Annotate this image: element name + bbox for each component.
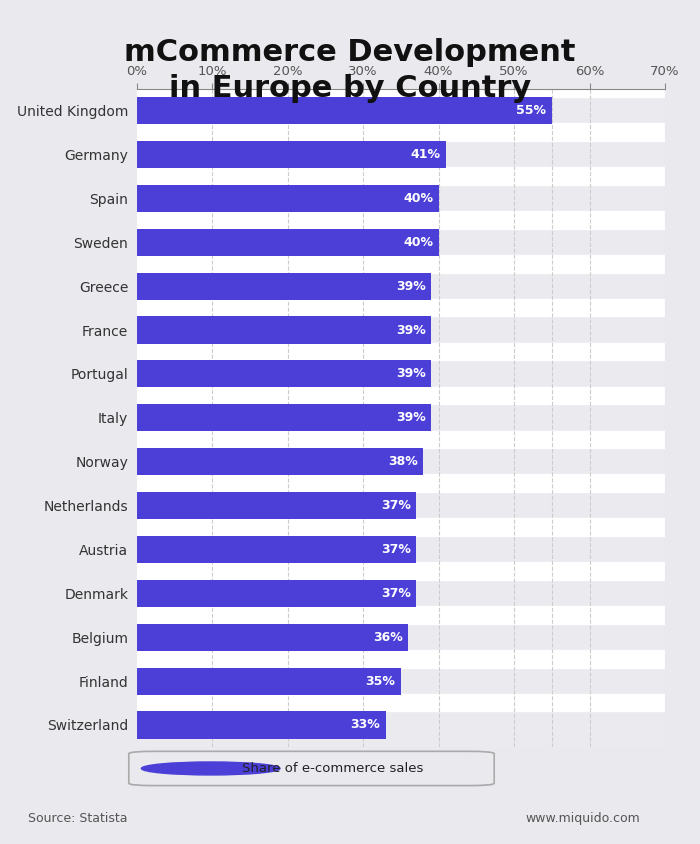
Text: 39%: 39% [396,279,426,293]
Text: 39%: 39% [396,411,426,425]
Bar [136,273,431,300]
Bar [136,141,446,168]
Bar [136,185,438,212]
Bar [136,518,665,536]
Text: www.miquido.com: www.miquido.com [525,813,640,825]
Text: 39%: 39% [396,367,426,381]
Bar [136,711,386,738]
Text: 37%: 37% [381,587,411,600]
Bar [136,606,665,624]
Text: 41%: 41% [411,148,441,161]
Text: 33%: 33% [351,718,380,732]
Bar [136,387,665,404]
Bar [136,492,416,519]
Text: mCommerce Development
in Europe by Country: mCommerce Development in Europe by Count… [125,38,575,103]
Text: 37%: 37% [381,499,411,512]
Bar [136,211,665,229]
Bar [136,474,665,492]
Bar [136,343,665,360]
Text: 36%: 36% [373,630,403,644]
Bar [136,624,408,651]
Bar [136,123,665,141]
Bar [136,580,416,607]
Bar [136,430,665,448]
Bar [136,562,665,580]
Text: Source: Statista: Source: Statista [28,813,127,825]
Text: 55%: 55% [517,104,547,117]
Bar [136,650,665,668]
Text: 40%: 40% [403,235,433,249]
Bar [136,229,438,256]
Text: 39%: 39% [396,323,426,337]
Bar [136,536,416,563]
Bar [136,299,665,316]
FancyBboxPatch shape [129,751,494,786]
Bar [136,448,424,475]
Bar [136,694,665,711]
Text: 37%: 37% [381,543,411,556]
Circle shape [141,762,280,775]
Bar [136,360,431,387]
Text: Share of e-commerce sales: Share of e-commerce sales [242,762,424,775]
Bar [136,668,400,695]
Bar [136,167,665,185]
Bar [136,97,552,124]
Bar [136,79,665,97]
Text: 35%: 35% [365,674,396,688]
Text: 38%: 38% [389,455,418,468]
Bar [136,316,431,344]
Bar [136,255,665,273]
Text: 40%: 40% [403,192,433,205]
Bar [136,404,431,431]
